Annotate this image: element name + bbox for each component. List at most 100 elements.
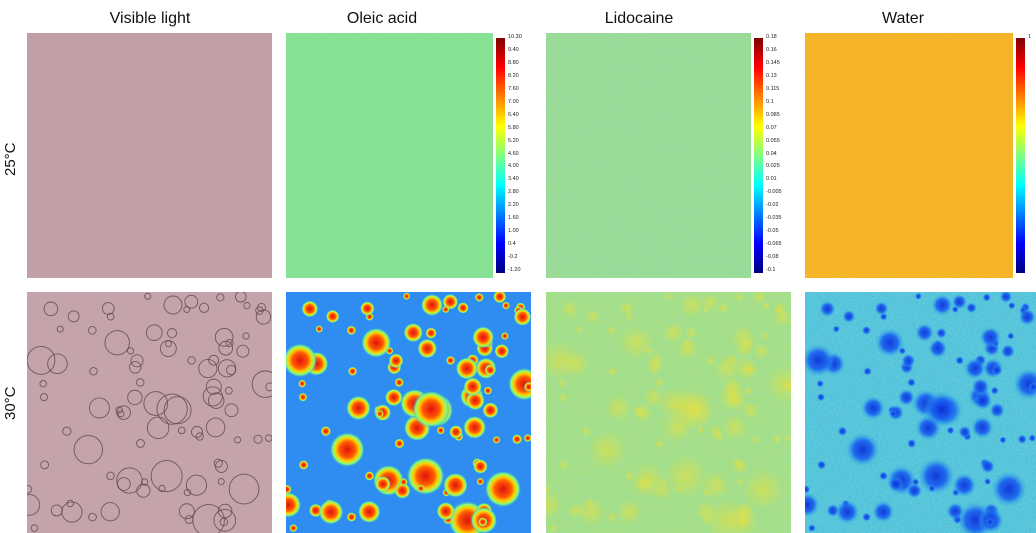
droplet [225,338,234,348]
colorbar-oleic-acid [496,38,505,273]
droplet [255,309,272,325]
droplet [146,416,170,440]
droplet [805,492,820,518]
colorbar-tick: 1.00 [508,228,519,235]
droplet [298,379,307,388]
droplet [911,478,920,486]
droplet [127,347,135,355]
droplet [734,292,745,303]
droplet [357,500,381,524]
droplet [971,416,994,439]
droplet [679,292,705,318]
row-label-30c: 30°C [2,386,19,420]
droplet [760,331,770,341]
colorbar-tick: 0.07 [766,124,777,131]
droplet [951,305,959,314]
droplet [663,454,708,498]
droplet [457,302,469,314]
droplet [835,499,860,525]
droplet [659,477,669,487]
droplet [906,482,923,499]
droplet [207,392,225,409]
droplet [501,301,510,310]
droplet [195,432,204,441]
colorbar-tick: 0.04 [766,150,777,157]
droplet [952,473,977,498]
droplet [67,310,80,323]
droplet [705,355,716,366]
droplet [394,482,411,499]
droplet [167,328,178,339]
droplet [184,515,194,524]
droplet [931,294,954,316]
droplet [376,409,384,418]
colorbar-tick: 0.13 [766,72,777,79]
droplet [874,301,889,316]
droplet [374,475,391,493]
colorbar-tick: 0.18 [766,34,777,40]
droplet [298,459,309,470]
droplet [286,484,292,495]
droplet [403,322,424,343]
colorbar-tick: 5.20 [508,137,519,144]
colorbar-tick: 0.115 [766,85,780,92]
droplet [832,325,840,333]
droplet [484,470,522,508]
droplet [716,301,730,315]
droplet [546,484,553,495]
colorbar-tick: 0.055 [766,137,780,144]
colorbar-tick: -0.065 [766,241,782,248]
droplet [513,307,531,327]
droplet [88,512,97,522]
droplet [722,376,744,398]
droplet [816,379,825,388]
droplet [935,327,947,339]
droplet [425,327,437,339]
droplet [184,294,199,309]
droplet [863,366,873,376]
droplet [476,477,485,486]
droplet [347,366,358,376]
droplet [645,346,654,356]
droplet [136,483,151,498]
droplet [955,355,965,365]
droplet [150,460,183,493]
droplet [482,402,499,419]
droplet [325,309,340,324]
droplet [130,354,144,368]
colorbar-tick: 5.80 [508,124,519,131]
droplet [215,460,228,473]
droplet [253,434,263,444]
droplet [979,326,1001,348]
droplet [191,425,203,438]
droplet [463,377,483,397]
droplet [819,300,836,318]
droplet [721,414,748,441]
droplet [483,386,493,395]
droplet [982,293,992,302]
droplet [127,389,143,406]
droplet [226,364,237,376]
droplet [116,477,131,491]
colorbar-tick: 7.60 [508,85,519,92]
colorbar-tick: 4.60 [508,150,519,157]
droplet [971,377,990,396]
droplet [771,433,783,445]
droplet [163,295,183,315]
colorbar-tick: 2.80 [508,189,519,196]
droplet [558,459,570,471]
droplet [1017,434,1028,445]
panel-water-30c [805,292,1036,533]
droplet [417,484,425,493]
droplet [88,326,97,335]
droplet [101,302,115,315]
droplet [417,338,438,359]
droplet [888,476,904,492]
droplet [183,305,191,313]
panel-oleic-acid-30c [286,292,531,533]
droplet [364,471,375,481]
droplet [1013,368,1036,401]
droplet [214,327,234,347]
droplet [442,305,450,314]
droplet [914,292,923,300]
